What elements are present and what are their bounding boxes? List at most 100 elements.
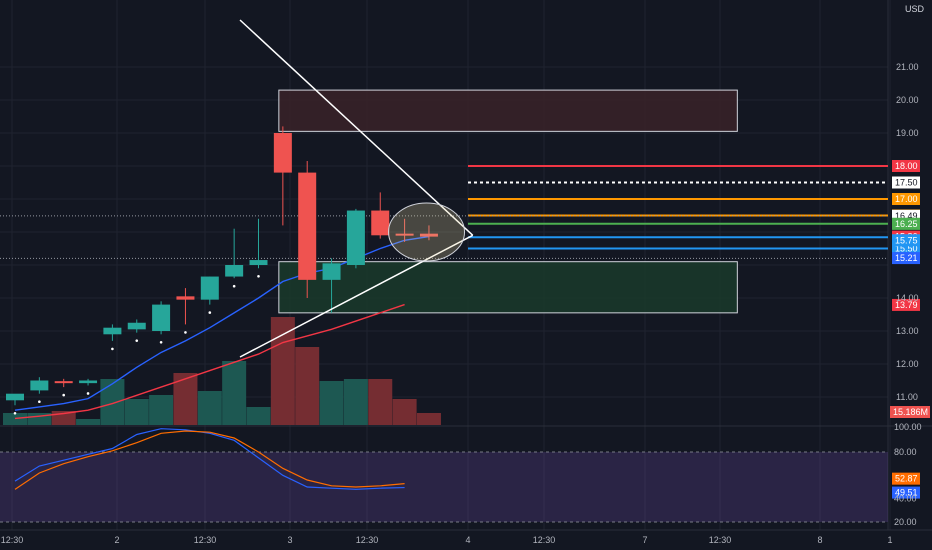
time-tick-4: 12:30 — [356, 535, 379, 545]
time-tick-2: 12:30 — [194, 535, 217, 545]
price-axis[interactable]: USD 11.00 12.00 13.00 14.00 19.00 20.00 21.00 1… — [890, 4, 930, 527]
price-tag-text-3: 15.75 — [895, 235, 918, 245]
price-tick-0: 11.00 — [896, 392, 918, 402]
level-tag-0: 18.00 — [892, 160, 920, 172]
level-tag-bg-2 — [892, 193, 920, 205]
highlight-ellipse — [388, 202, 466, 262]
volume-bar-17 — [416, 413, 441, 425]
time-tick-0: 12:30 — [1, 535, 24, 545]
candle-body-1 — [30, 380, 49, 391]
ema-slow-line — [14, 303, 405, 420]
candle-0 — [6, 393, 24, 415]
levels-layer[interactable]: 18.0017.5017.0016.5016.2515.8415.5016.49… — [0, 160, 920, 311]
volume-tag-bg — [890, 406, 930, 418]
time-tick-5: 4 — [465, 535, 470, 545]
candle-body-6 — [152, 304, 171, 331]
candle-13 — [322, 258, 341, 313]
candle-8 — [200, 276, 219, 314]
time-tick-10: 1 — [887, 535, 892, 545]
stoch-line-0 — [14, 428, 405, 490]
candle-body-12 — [298, 172, 317, 280]
candle-dot-1 — [38, 400, 41, 404]
candle-body-17 — [419, 233, 438, 237]
volume-bar-12 — [295, 347, 320, 425]
time-tick-3: 3 — [287, 535, 292, 545]
time-axis[interactable]: 12:30 2 12:30 3 12:30 4 12:30 7 12:30 8 1 — [1, 535, 893, 545]
level-tag-1: 17.50 — [892, 176, 920, 189]
stochastic-pane: 52.87 49.51 — [0, 428, 920, 523]
candle-15 — [371, 192, 390, 239]
candle-7 — [176, 288, 195, 334]
price-tag-text-5: 13.79 — [895, 300, 918, 310]
time-tick-9: 8 — [817, 535, 822, 545]
level-tag-bg-1 — [892, 176, 920, 189]
candle-17 — [419, 225, 438, 241]
upper-trendline — [239, 19, 474, 236]
candle-body-2 — [54, 381, 73, 384]
candle-body-7 — [176, 296, 195, 300]
stoch-tick-2: 40.00 — [894, 494, 917, 504]
volume-bar-9 — [222, 361, 247, 425]
price-tick-4: 19.00 — [896, 128, 919, 138]
candle-10 — [249, 218, 268, 278]
price-tick-5: 20.00 — [896, 95, 919, 105]
stoch-band — [0, 452, 888, 522]
price-tag-text-1: 16.25 — [895, 219, 918, 229]
candle-dot-8 — [208, 311, 212, 314]
candle-body-5 — [127, 322, 146, 330]
candle-body-9 — [225, 265, 244, 277]
volume-bar-15 — [368, 379, 393, 425]
level-tag-text-1: 17.50 — [895, 178, 918, 188]
price-tag-4: 15.21 — [892, 252, 920, 265]
level-tag-2: 17.00 — [892, 193, 920, 205]
volume-layer — [3, 317, 441, 425]
candle-body-15 — [371, 210, 390, 236]
currency-label: USD — [905, 4, 925, 14]
stoch-tag-1: 49.51 — [892, 486, 920, 499]
candle-dot-5 — [135, 339, 139, 342]
candle-body-8 — [200, 276, 219, 300]
lower-trendline — [239, 234, 474, 358]
price-tick-6: 21.00 — [896, 62, 919, 72]
price-tag-text-0: 16.49 — [895, 211, 918, 221]
price-tag-bg-4 — [892, 252, 920, 265]
candle-dot-9 — [232, 284, 236, 288]
volume-bar-11 — [270, 317, 295, 425]
candle-2 — [54, 378, 73, 397]
candle-body-13 — [322, 263, 341, 280]
price-tag-3: 15.75 — [892, 234, 920, 247]
stoch-tick-0: 100.00 — [894, 422, 922, 432]
candle-6 — [152, 301, 171, 344]
candle-3 — [79, 378, 98, 395]
resistance-zone — [278, 89, 738, 132]
volume-bar-6 — [149, 395, 174, 425]
candle-body-0 — [6, 393, 24, 401]
support-zone — [278, 261, 738, 314]
candle-body-11 — [273, 133, 292, 173]
price-tick-2: 13.00 — [896, 326, 919, 336]
candle-body-4 — [103, 327, 122, 335]
price-tag-5: 13.79 — [892, 298, 920, 311]
candle-dot-2 — [62, 393, 65, 397]
candle-5 — [127, 319, 146, 342]
stoch-tag-text-1: 49.51 — [895, 488, 918, 498]
price-tag-bg-5 — [892, 298, 920, 311]
stoch-line-1 — [14, 430, 405, 490]
stoch-tag-bg-1 — [892, 486, 920, 499]
candle-4 — [103, 324, 122, 351]
price-tick-3: 14.00 — [896, 293, 919, 303]
volume-bar-14 — [343, 379, 368, 425]
price-tag-bg-1 — [892, 217, 920, 230]
zones-layer[interactable] — [278, 89, 738, 314]
candle-dot-6 — [159, 341, 163, 344]
volume-bar-7 — [173, 373, 198, 425]
drawings-layer[interactable] — [239, 19, 474, 358]
volume-bar-16 — [392, 399, 417, 425]
price-tag-1: 16.25 — [892, 217, 920, 230]
volume-bar-8 — [197, 391, 222, 425]
candle-9 — [225, 228, 244, 288]
stoch-tick-1: 80.00 — [894, 447, 917, 457]
candle-11 — [273, 126, 292, 226]
candle-14 — [346, 208, 365, 269]
